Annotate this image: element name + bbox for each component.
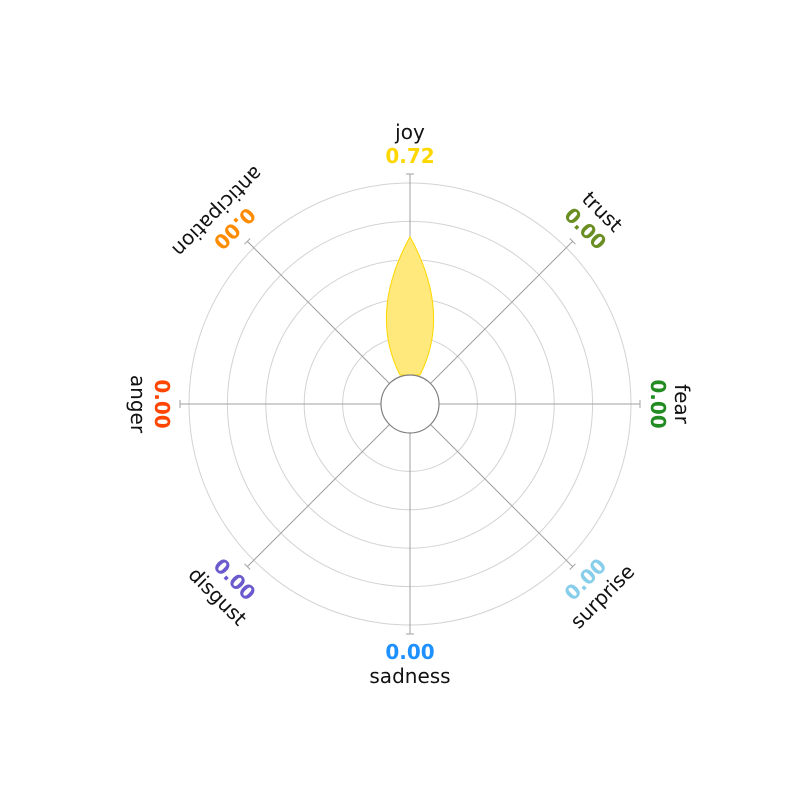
axis-line-anticipation <box>247 241 390 384</box>
axis-tick-trust <box>569 238 576 245</box>
value-label-anger: 0.00 <box>150 379 174 428</box>
value-label-joy: 0.72 <box>385 144 434 168</box>
axis-tick-surprise <box>569 563 576 570</box>
petal-joy <box>385 235 435 376</box>
axis-line-surprise <box>430 424 573 567</box>
axis-line-disgust <box>247 424 390 567</box>
value-label-fear: 0.00 <box>646 379 670 428</box>
axis-label-fear: fear <box>670 384 694 425</box>
axis-label-sadness: sadness <box>369 664 450 688</box>
axis-tick-disgust <box>244 563 251 570</box>
axis-label-anger: anger <box>126 375 150 434</box>
value-label-sadness: 0.00 <box>385 640 434 664</box>
center-hole <box>380 374 440 434</box>
axis-tick-anticipation <box>244 238 251 245</box>
axis-line-trust <box>430 241 573 384</box>
axis-label-joy: joy <box>394 120 425 144</box>
